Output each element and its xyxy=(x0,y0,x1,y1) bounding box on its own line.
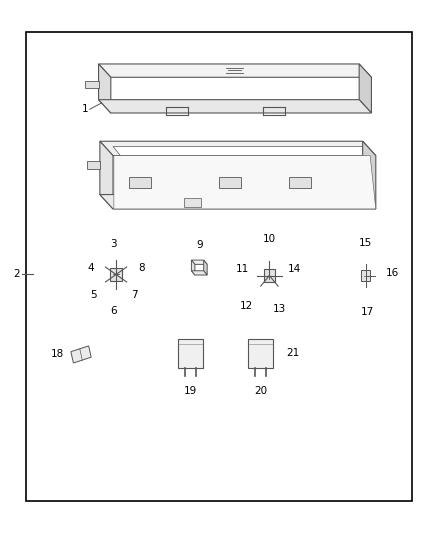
Text: 1: 1 xyxy=(82,104,89,114)
Polygon shape xyxy=(191,271,207,275)
Polygon shape xyxy=(99,64,371,77)
Polygon shape xyxy=(191,260,207,264)
Polygon shape xyxy=(85,81,99,88)
Bar xyxy=(361,270,370,281)
Bar xyxy=(264,269,275,282)
Text: 14: 14 xyxy=(288,264,301,274)
Text: 13: 13 xyxy=(272,304,286,313)
Text: 17: 17 xyxy=(361,307,374,317)
Polygon shape xyxy=(114,156,376,209)
Polygon shape xyxy=(204,260,207,275)
Polygon shape xyxy=(129,177,151,188)
Text: 9: 9 xyxy=(196,240,203,250)
Polygon shape xyxy=(363,141,376,209)
Text: 3: 3 xyxy=(110,239,117,248)
Polygon shape xyxy=(184,198,201,207)
Text: 11: 11 xyxy=(236,264,249,274)
Text: 5: 5 xyxy=(90,290,97,300)
Polygon shape xyxy=(359,64,371,113)
Polygon shape xyxy=(71,346,91,363)
Text: 6: 6 xyxy=(110,306,117,316)
Bar xyxy=(26,32,412,501)
Polygon shape xyxy=(191,260,195,275)
Bar xyxy=(178,339,203,368)
Text: 2: 2 xyxy=(13,270,20,279)
Text: 8: 8 xyxy=(138,263,145,273)
Polygon shape xyxy=(99,100,371,113)
Text: 20: 20 xyxy=(254,386,267,395)
Text: 10: 10 xyxy=(263,235,276,244)
Text: 16: 16 xyxy=(386,268,399,278)
Text: 21: 21 xyxy=(286,349,299,358)
Polygon shape xyxy=(99,64,111,113)
Polygon shape xyxy=(100,141,376,156)
Text: 19: 19 xyxy=(184,386,197,395)
Polygon shape xyxy=(289,177,311,188)
Polygon shape xyxy=(87,161,100,169)
Text: 4: 4 xyxy=(87,263,94,273)
Text: 15: 15 xyxy=(359,238,372,247)
Bar xyxy=(248,339,273,368)
Text: 18: 18 xyxy=(50,350,64,359)
Text: 12: 12 xyxy=(240,302,253,311)
Polygon shape xyxy=(100,141,113,209)
Bar xyxy=(110,268,122,281)
Polygon shape xyxy=(100,195,376,209)
Polygon shape xyxy=(219,177,241,188)
Polygon shape xyxy=(113,147,370,156)
Text: 7: 7 xyxy=(131,290,138,300)
